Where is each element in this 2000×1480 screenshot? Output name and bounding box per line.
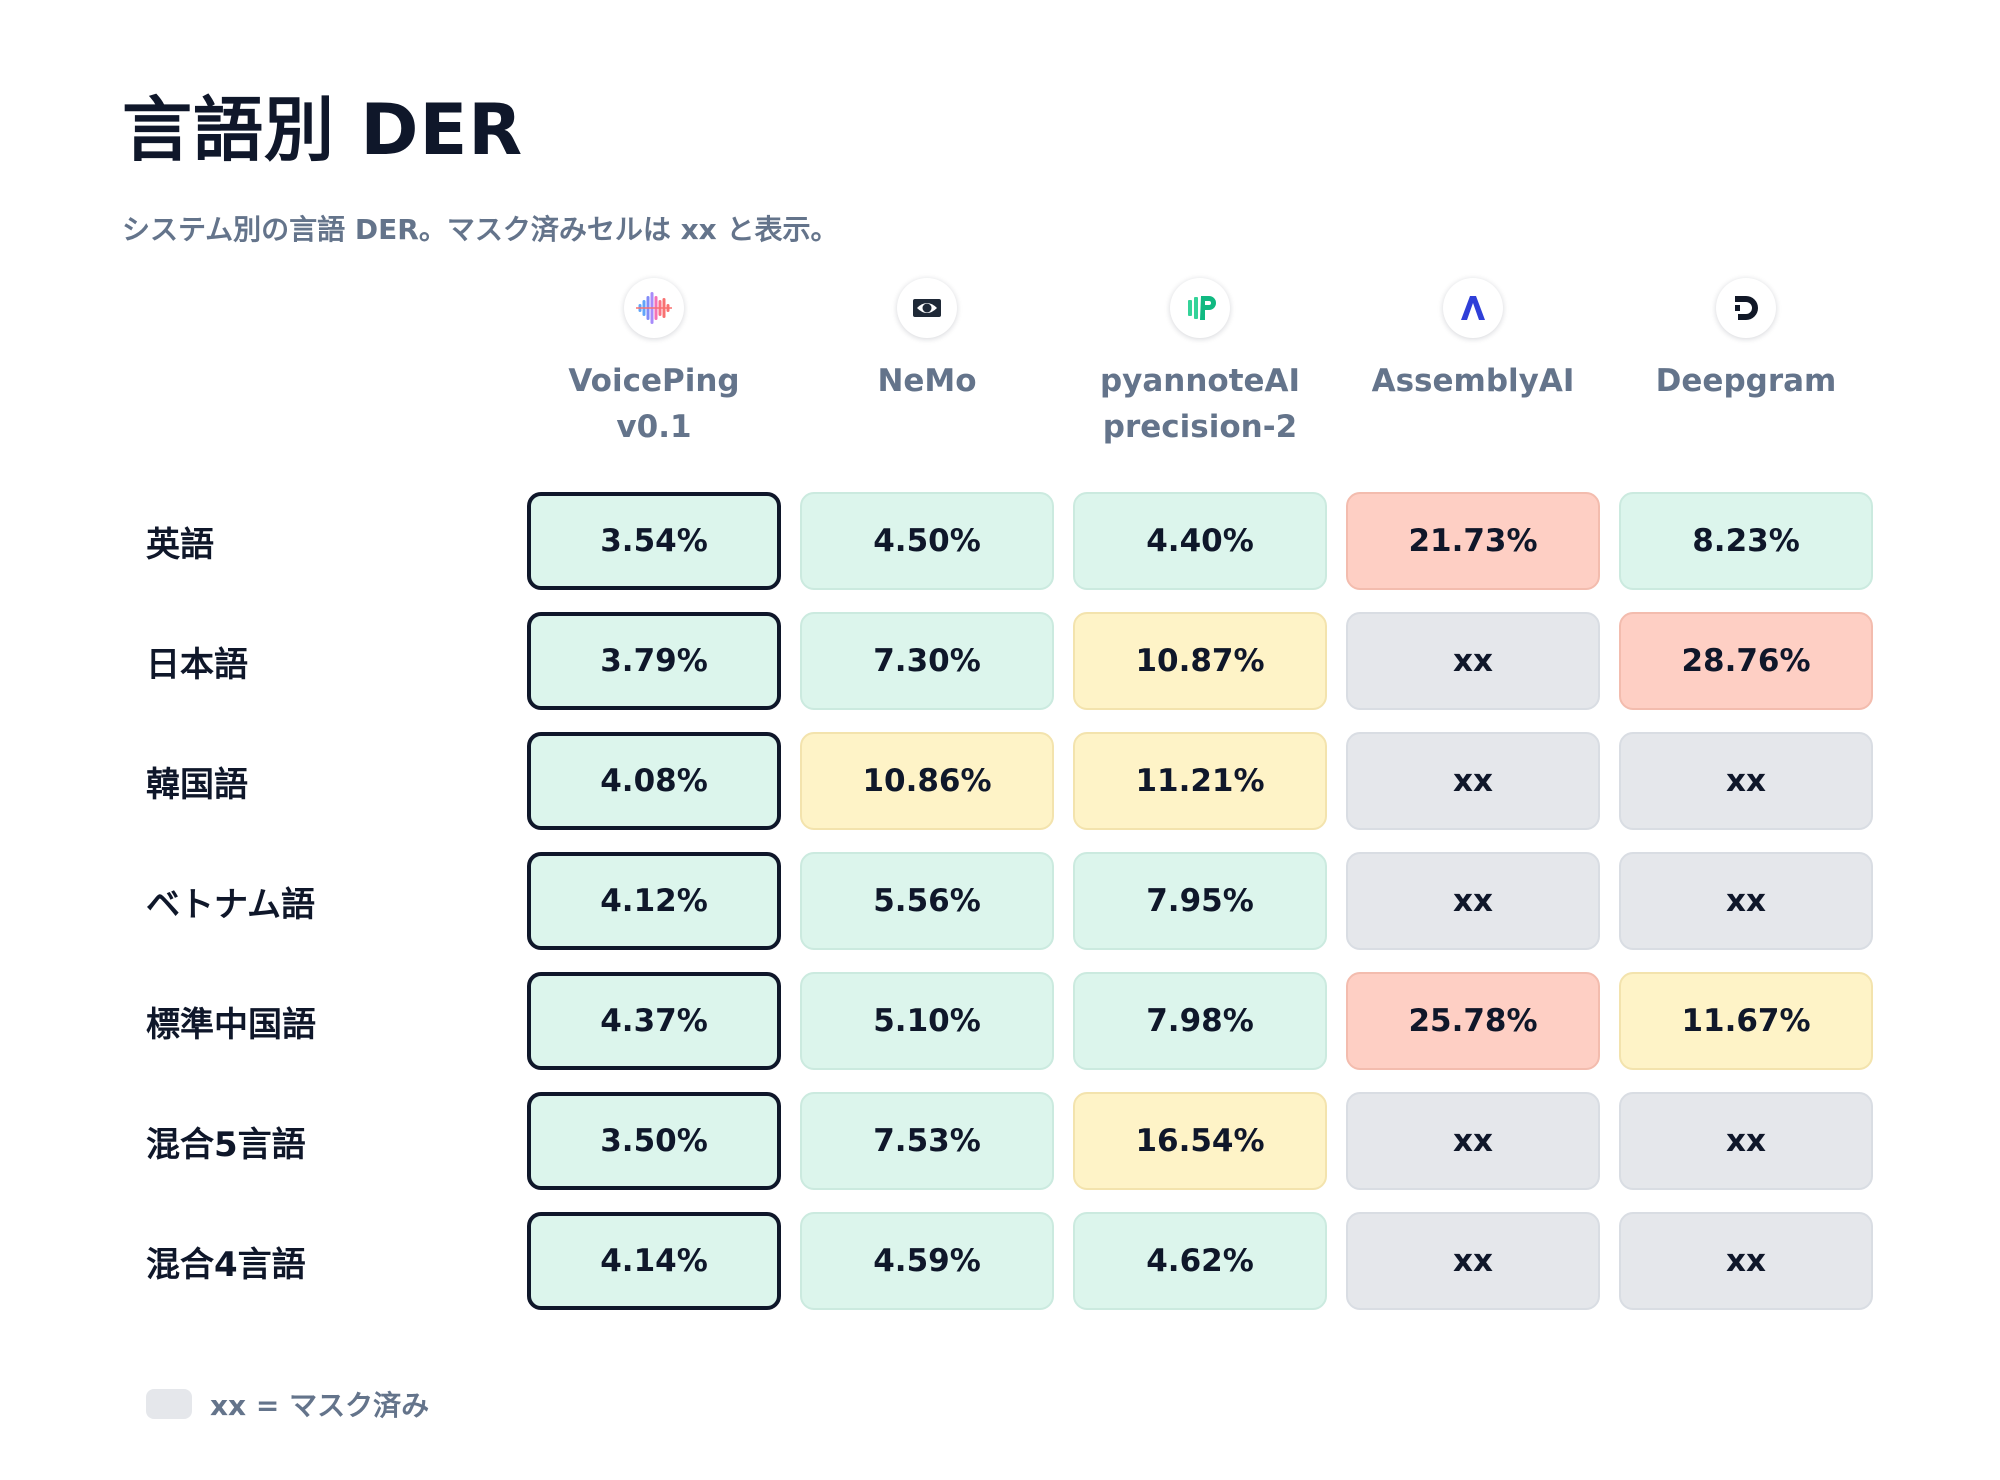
column-name: NeMo (877, 363, 977, 399)
column-name: VoicePing v0.1 (568, 363, 740, 445)
der-value-cell: 3.79% (527, 612, 781, 710)
masked-cell: xx (1346, 612, 1600, 710)
row-label: 日本語 (146, 644, 248, 685)
row-label: ベトナム語 (146, 884, 315, 925)
der-value-cell: 4.50% (800, 492, 1054, 590)
column-name: Deepgram (1655, 363, 1837, 399)
der-value-cell: 25.78% (1346, 972, 1600, 1070)
der-value-cell: 5.10% (800, 972, 1054, 1070)
assemblyai-a-icon (1443, 278, 1503, 338)
row-label: 標準中国語 (146, 1004, 316, 1045)
legend-label: xx = マスク済み (210, 1389, 430, 1422)
column-name: AssemblyAI (1371, 363, 1575, 399)
page-title: 言語別 DER (122, 89, 524, 171)
masked-cell: xx (1619, 732, 1873, 830)
masked-cell: xx (1619, 852, 1873, 950)
column-header: pyannoteAI precision-2 (1073, 278, 1327, 450)
der-value-cell: 7.98% (1073, 972, 1327, 1070)
der-value-cell: 10.86% (800, 732, 1054, 830)
row-label: 混合4言語 (146, 1244, 306, 1285)
row-label: 英語 (146, 524, 214, 565)
der-value-cell: 4.14% (527, 1212, 781, 1310)
masked-cell: xx (1619, 1212, 1873, 1310)
nvidia-eye-icon (897, 278, 957, 338)
legend-swatch-masked (146, 1389, 192, 1419)
legend: xx = マスク済み (146, 1384, 429, 1424)
der-value-cell: 28.76% (1619, 612, 1873, 710)
row-label: 混合5言語 (146, 1124, 306, 1165)
masked-cell: xx (1346, 732, 1600, 830)
column-header: NeMo (800, 278, 1054, 404)
pyannote-p-icon (1170, 278, 1230, 338)
der-value-cell: 4.40% (1073, 492, 1327, 590)
voiceping-waveform-icon (624, 278, 684, 338)
der-value-cell: 4.12% (527, 852, 781, 950)
deepgram-d-icon (1716, 278, 1776, 338)
der-value-cell: 21.73% (1346, 492, 1600, 590)
masked-cell: xx (1346, 1212, 1600, 1310)
der-value-cell: 4.59% (800, 1212, 1054, 1310)
der-value-cell: 11.67% (1619, 972, 1873, 1070)
masked-cell: xx (1346, 852, 1600, 950)
column-name: pyannoteAI precision-2 (1099, 363, 1301, 445)
row-label: 韓国語 (146, 764, 248, 805)
der-value-cell: 3.54% (527, 492, 781, 590)
der-value-cell: 4.08% (527, 732, 781, 830)
column-header: AssemblyAI (1346, 278, 1600, 404)
der-value-cell: 8.23% (1619, 492, 1873, 590)
der-value-cell: 16.54% (1073, 1092, 1327, 1190)
der-value-cell: 7.30% (800, 612, 1054, 710)
column-header: Deepgram (1619, 278, 1873, 404)
masked-cell: xx (1619, 1092, 1873, 1190)
der-value-cell: 7.53% (800, 1092, 1054, 1190)
der-value-cell: 7.95% (1073, 852, 1327, 950)
der-value-cell: 4.37% (527, 972, 781, 1070)
der-value-cell: 10.87% (1073, 612, 1327, 710)
page-subtitle: システム別の言語 DER。マスク済みセルは xx と表示。 (122, 213, 839, 246)
der-value-cell: 4.62% (1073, 1212, 1327, 1310)
der-value-cell: 5.56% (800, 852, 1054, 950)
column-header: VoicePing v0.1 (527, 278, 781, 450)
masked-cell: xx (1346, 1092, 1600, 1190)
der-value-cell: 11.21% (1073, 732, 1327, 830)
der-value-cell: 3.50% (527, 1092, 781, 1190)
